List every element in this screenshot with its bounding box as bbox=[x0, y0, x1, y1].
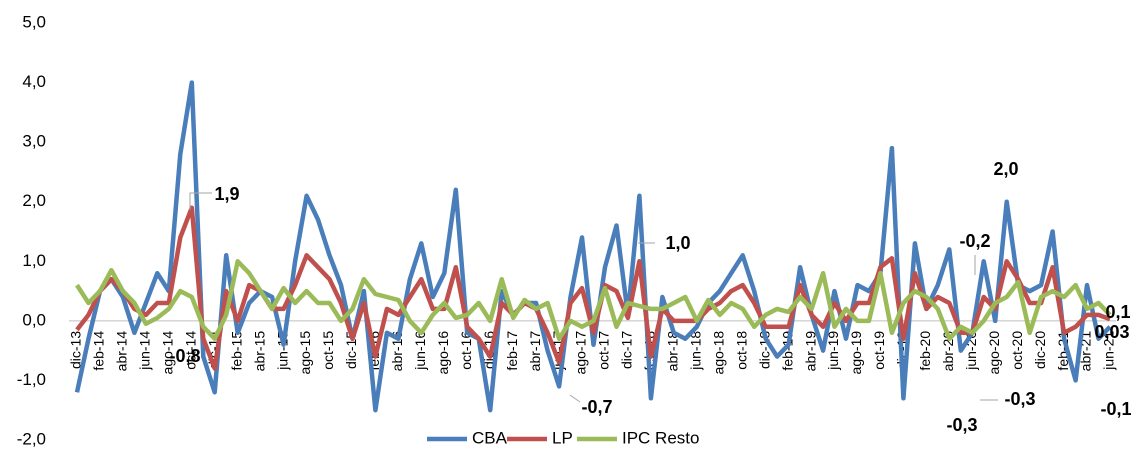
y-tick-label: -1,0 bbox=[17, 370, 46, 389]
x-tick-label: dic-15 bbox=[343, 331, 359, 369]
y-tick-label: -2,0 bbox=[17, 429, 46, 448]
x-tick-label: abr-18 bbox=[665, 331, 681, 372]
x-tick-label: jun-18 bbox=[688, 331, 704, 371]
x-tick-label: dic-17 bbox=[619, 331, 635, 369]
annotation: -0,8 bbox=[169, 346, 200, 366]
x-tick-label: jun-19 bbox=[825, 331, 841, 371]
annotation: 2,0 bbox=[993, 159, 1018, 179]
x-tick-label: dic-20 bbox=[1032, 331, 1048, 369]
x-tick-label: feb-15 bbox=[228, 331, 244, 371]
legend-label: LP bbox=[552, 428, 573, 447]
series-line bbox=[75, 205, 1111, 371]
x-tick-label: abr-15 bbox=[251, 331, 267, 372]
x-tick-label: ago-14 bbox=[160, 331, 176, 375]
series-line bbox=[75, 259, 1112, 341]
x-tick-label: abr-19 bbox=[802, 331, 818, 372]
x-tick-label: oct-14 bbox=[182, 331, 198, 370]
y-tick-label: 3,0 bbox=[22, 132, 46, 151]
x-tick-label: feb-17 bbox=[504, 331, 520, 371]
annotation: -0,1 bbox=[1100, 399, 1131, 419]
x-tick-label: ago-19 bbox=[848, 331, 864, 375]
x-tick-label: abr-14 bbox=[114, 331, 130, 372]
legend-label: CBA bbox=[472, 428, 508, 447]
y-tick-label: 5,0 bbox=[22, 12, 46, 31]
annotation: 1,0 bbox=[665, 233, 690, 253]
annotation: -0,7 bbox=[581, 397, 612, 417]
annotation-leader bbox=[569, 394, 581, 403]
legend-label: IPC Resto bbox=[622, 428, 699, 447]
x-tick-label: oct-19 bbox=[871, 331, 887, 370]
x-tick-label: jun-14 bbox=[137, 331, 153, 371]
x-tick-label: oct-20 bbox=[1009, 331, 1025, 370]
annotation-leader bbox=[189, 192, 212, 210]
x-tick-label: dic-13 bbox=[68, 331, 84, 369]
annotation: 0,1 bbox=[1105, 302, 1130, 322]
x-tick-label: ago-20 bbox=[986, 331, 1002, 375]
annotation: -0,2 bbox=[959, 231, 990, 251]
x-tick-label: ago-17 bbox=[573, 331, 589, 375]
x-tick-label: feb-20 bbox=[917, 331, 933, 371]
y-tick-label: 1,0 bbox=[22, 251, 46, 270]
x-tick-label: feb-14 bbox=[91, 331, 107, 371]
x-tick-label: jun-16 bbox=[412, 331, 428, 371]
y-tick-label: 2,0 bbox=[22, 191, 46, 210]
x-tick-label: ago-18 bbox=[710, 331, 726, 375]
x-tick-label: ago-16 bbox=[435, 331, 451, 375]
x-tick-label: oct-18 bbox=[733, 331, 749, 370]
y-tick-label: 4,0 bbox=[22, 72, 46, 91]
x-tick-label: jun-21 bbox=[1101, 331, 1117, 371]
annotation: 0,03 bbox=[1094, 322, 1129, 342]
annotation: -0,3 bbox=[946, 415, 977, 435]
x-tick-label: abr-16 bbox=[389, 331, 405, 372]
x-tick-label: abr-20 bbox=[940, 331, 956, 372]
annotation: -0,3 bbox=[1004, 389, 1035, 409]
x-tick-label: oct-16 bbox=[458, 331, 474, 370]
series-line bbox=[74, 80, 1112, 413]
x-tick-label: ago-15 bbox=[297, 331, 313, 375]
x-tick-label: abr-17 bbox=[527, 331, 543, 372]
y-tick-label: 0,0 bbox=[22, 310, 46, 329]
x-tick-label: oct-15 bbox=[320, 331, 336, 370]
x-tick-label: oct-17 bbox=[596, 331, 612, 370]
annotation: 1,9 bbox=[214, 184, 239, 204]
